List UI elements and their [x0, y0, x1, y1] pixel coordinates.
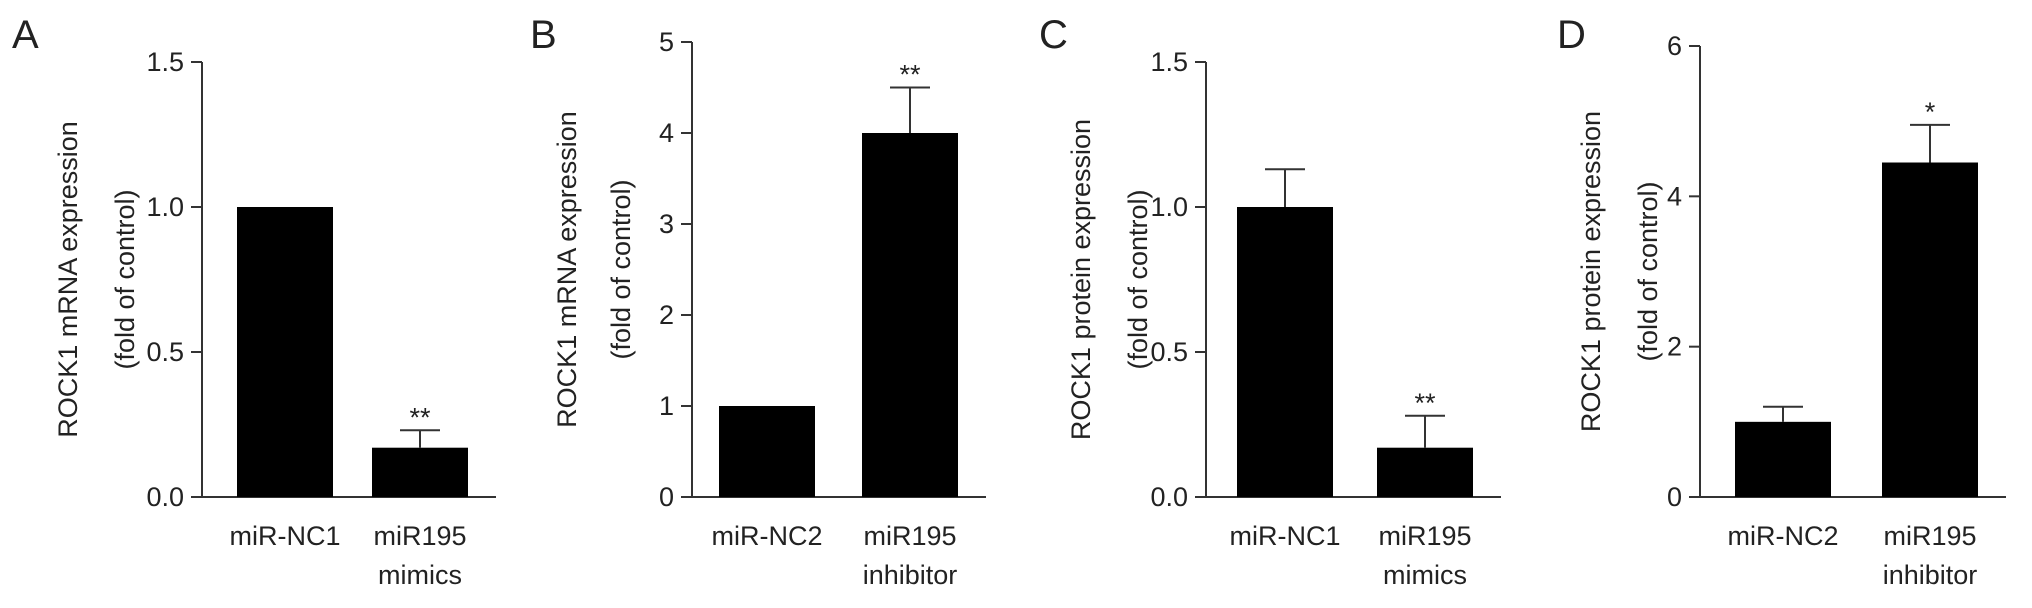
- bar: [1882, 162, 1978, 497]
- y-axis-label: (fold of control): [110, 189, 140, 369]
- x-tick-label: miR-NC2: [1728, 521, 1839, 551]
- y-tick-label: 0.5: [1150, 337, 1188, 367]
- y-tick-label: 5: [659, 27, 674, 57]
- x-tick-label: miR195: [863, 521, 956, 551]
- x-tick-label: miR195: [1883, 521, 1976, 551]
- y-axis-label: (fold of control): [1633, 181, 1663, 361]
- x-tick-label: miR195: [373, 521, 466, 551]
- x-tick-label: miR-NC1: [230, 521, 341, 551]
- bar: [1735, 421, 1831, 497]
- bar: [372, 447, 468, 497]
- x-tick-label: mimics: [378, 560, 462, 590]
- y-tick-label: 0.0: [146, 482, 184, 512]
- bar: [237, 207, 333, 497]
- y-tick-label: 4: [659, 118, 674, 148]
- y-tick-label: 0.5: [146, 337, 184, 367]
- y-axis-label: ROCK1 protein expression: [1066, 119, 1096, 440]
- x-tick-label: mimics: [1383, 560, 1467, 590]
- bar: [1237, 207, 1333, 497]
- x-tick-label: inhibitor: [863, 560, 958, 590]
- significance-marker: **: [899, 60, 921, 90]
- y-axis-label: (fold of control): [1123, 189, 1153, 369]
- y-tick-label: 3: [659, 209, 674, 239]
- bar: [862, 133, 958, 497]
- panel-letter: C: [1039, 13, 1068, 57]
- y-tick-label: 2: [659, 300, 674, 330]
- y-tick-label: 6: [1667, 31, 1682, 61]
- y-tick-label: 1.5: [1150, 47, 1188, 77]
- significance-marker: **: [1414, 388, 1436, 418]
- significance-marker: *: [1925, 97, 1936, 127]
- panel-letter: D: [1557, 13, 1586, 57]
- x-tick-label: miR195: [1378, 521, 1471, 551]
- y-tick-label: 0: [659, 482, 674, 512]
- x-tick-label: miR-NC1: [1230, 521, 1341, 551]
- y-axis-label: ROCK1 mRNA expression: [53, 121, 83, 438]
- y-axis-label: (fold of control): [606, 179, 636, 359]
- x-tick-label: inhibitor: [1883, 560, 1978, 590]
- y-tick-label: 1.5: [146, 47, 184, 77]
- y-tick-label: 1.0: [1150, 192, 1188, 222]
- bar: [719, 406, 815, 497]
- x-tick-label: miR-NC2: [712, 521, 823, 551]
- bar: [1377, 447, 1473, 497]
- y-axis-label: ROCK1 mRNA expression: [552, 111, 582, 428]
- y-tick-label: 1.0: [146, 192, 184, 222]
- y-tick-label: 0: [1667, 482, 1682, 512]
- y-axis-label: ROCK1 protein expression: [1576, 111, 1606, 432]
- y-tick-label: 4: [1667, 181, 1682, 211]
- y-tick-label: 1: [659, 391, 674, 421]
- significance-marker: **: [409, 402, 431, 432]
- y-tick-label: 0.0: [1150, 482, 1188, 512]
- panel-letter: A: [12, 13, 39, 57]
- y-tick-label: 2: [1667, 332, 1682, 362]
- panel-letter: B: [530, 13, 557, 57]
